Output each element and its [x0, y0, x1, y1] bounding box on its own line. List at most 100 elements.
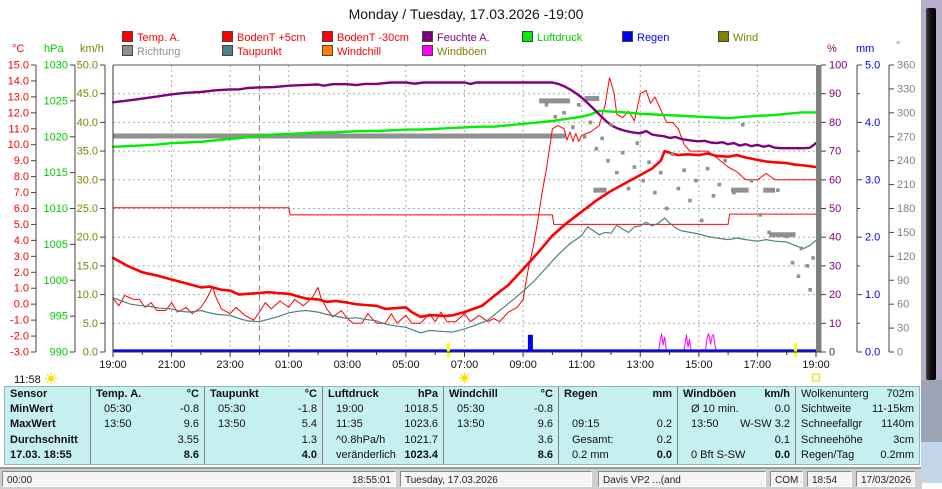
series-luftdruck: [111, 109, 818, 148]
axis-tick-label-kmh: 35.0: [77, 146, 98, 158]
table-cell: 13:50: [691, 418, 719, 431]
statusbar-text: 18:55:01: [352, 475, 391, 486]
axis-tick-label-temp_c: 2.0: [14, 267, 29, 279]
wind-direction-dot: [723, 158, 727, 163]
table-cell: 8.6: [537, 448, 553, 461]
axis-tick-label-deg: 330: [897, 83, 915, 95]
table-cell: °C: [540, 388, 553, 400]
wind-direction-dot: [647, 160, 651, 165]
table-cell: [564, 402, 572, 417]
axis-tick-label-mm: 3.0: [865, 174, 880, 186]
table-cell: Luftdruck: [328, 388, 379, 400]
table-col-info: Wolkenunterg 702m Sichtweite 11-15km Schneef…: [796, 387, 919, 464]
axis-tick-label-temp_c: 3.0: [14, 251, 29, 263]
table-row: Regen/Tag 0.2mm: [796, 448, 919, 463]
x-tick-label: 07:00: [451, 359, 479, 371]
wind-direction-dot: [776, 188, 780, 192]
wind-direction-dot: [676, 186, 681, 191]
weather-chart[interactable]: 19:00 21:00 23:00 01:00 03:00 05:00 07:00 09:00…: [0, 0, 942, 386]
wind-direction-dot: [658, 170, 663, 175]
table-row: 13:50 W-SW 3.2: [678, 417, 795, 432]
axis-tick-label-kmh: 10.0: [77, 289, 98, 301]
statusbar-segment-1: Tuesday, 17.03.2026: [400, 471, 592, 487]
legend-label: BodenT -30cm: [337, 32, 409, 44]
sunrise-icon: [461, 375, 468, 381]
x-tick-label: 23:00: [216, 359, 244, 371]
table-cell: Durchschnitt: [10, 433, 78, 446]
x-tick-label: 15:00: [685, 359, 713, 371]
x-tick-label: 03:00: [334, 359, 362, 371]
legend-item-wind: Wind: [718, 31, 759, 44]
table-cell: 0 Bft S-SW: [691, 448, 746, 461]
sensor-summary-table: Sensor MinWert MaxWert Durchschnitt 17.03. 1…: [4, 386, 920, 465]
axis-tick-label-mm: 0.0: [865, 347, 880, 359]
series-taupunkt: [112, 217, 817, 334]
status-bar: 00:00 18:55:01 Tuesday, 17.03.2026 Davis VP…: [0, 467, 922, 489]
table-col-windb-en: Windböen km/h Ø 10 min. 0.0 13:50 W-SW 3.2 0.1…: [678, 387, 796, 464]
statusbar-segment-4: 18:54: [807, 471, 852, 487]
table-cell: Regen/Tag: [801, 448, 855, 461]
rain-bar: [527, 334, 533, 352]
table-cell: Sensor: [10, 388, 48, 400]
table-cell: 1140m: [881, 418, 914, 431]
wind-direction-dot: [711, 193, 716, 198]
axis-tick-label-deg: 240: [897, 155, 915, 167]
legend-item-bodent-30cm: BodenT -30cm: [322, 31, 409, 44]
table-cell: [96, 448, 104, 463]
table-col-luftdruck: Luftdruck hPa 19:00 1018.5 11:35 1023.6 ^0.8hP…: [323, 387, 444, 464]
table-row: 09:15 0.2: [559, 417, 677, 432]
legend-label: Temp. A.: [137, 32, 180, 44]
x-tick-label: 05:00: [392, 359, 420, 371]
wind-direction-dot: [641, 178, 645, 183]
axis-tick-label-deg: 90: [897, 275, 909, 287]
table-row: Sichtweite 11-15km: [796, 402, 919, 417]
table-cell: hPa: [417, 388, 438, 400]
axis-tick-label-temp_c: 7.0: [14, 187, 29, 199]
table-cell: 0.2mm: [880, 448, 914, 461]
table-row: Durchschnitt: [5, 433, 90, 448]
table-cell: [210, 448, 218, 463]
table-col-regen: Regen mm 09:15 0.2 Gesamt: 0.2 0.2 mm 0.0: [559, 387, 678, 464]
table-cell: ^0.8hPa/h: [336, 433, 386, 446]
table-cell: 3.55: [177, 433, 199, 446]
wind-direction-dot: [682, 168, 686, 173]
axis-tick-label-kmh: 15.0: [77, 260, 98, 272]
table-cell: MinWert: [10, 403, 54, 416]
table-cell: 0.2: [656, 418, 672, 431]
table-cell: 0.2 mm: [572, 448, 609, 461]
axis-tick-label-temp_c: 5.0: [14, 219, 29, 231]
legend-label: Wind: [733, 32, 759, 44]
x-tick-label: 19:00: [99, 359, 127, 371]
x-tick-label: 21:00: [158, 359, 186, 371]
series-boden30: [112, 207, 817, 225]
table-row: 19:00 1018.5: [323, 402, 443, 417]
table-cell: Schneehöhe: [801, 433, 863, 446]
wind-direction-dot: [811, 256, 815, 260]
axis-tick-label-kmh: 25.0: [77, 203, 98, 215]
sunrise-icon-ray: [466, 379, 469, 383]
axis-tick-label-hpa: 1000: [44, 275, 68, 287]
series-temp: [111, 149, 818, 319]
wind-direction-dot: [732, 190, 736, 195]
table-cell: mm: [652, 388, 672, 400]
window-edge-lower: [921, 380, 942, 442]
axis-tick-label-deg: 60: [897, 299, 909, 311]
axis-tick-label-deg: 300: [897, 107, 915, 119]
legend-label: Taupunkt: [237, 46, 282, 58]
table-cell: 11:35: [336, 418, 363, 431]
legend-item-windb-en: Windböen: [422, 45, 487, 58]
axis-tick-label-pct: 50: [829, 203, 841, 215]
axis-tick-label-kmh: 40.0: [77, 117, 98, 129]
axis-tick-label-temp_c: 10.0: [8, 139, 29, 151]
unit-label-mm: mm: [856, 43, 875, 55]
table-row: 17.03. 18:55: [5, 448, 90, 463]
table-cell: 4.0: [301, 448, 317, 461]
table-cell: 1.3: [301, 433, 317, 446]
wind-direction-dot: [758, 213, 763, 217]
table-cell: 09:15: [572, 418, 600, 431]
legend-item-feuchte-a-: Feuchte A.: [422, 31, 490, 44]
wind-direction-dot: [582, 134, 587, 139]
axis-tick-label-temp_c: 1.0: [14, 283, 29, 295]
table-cell: Gesamt:: [572, 433, 614, 446]
